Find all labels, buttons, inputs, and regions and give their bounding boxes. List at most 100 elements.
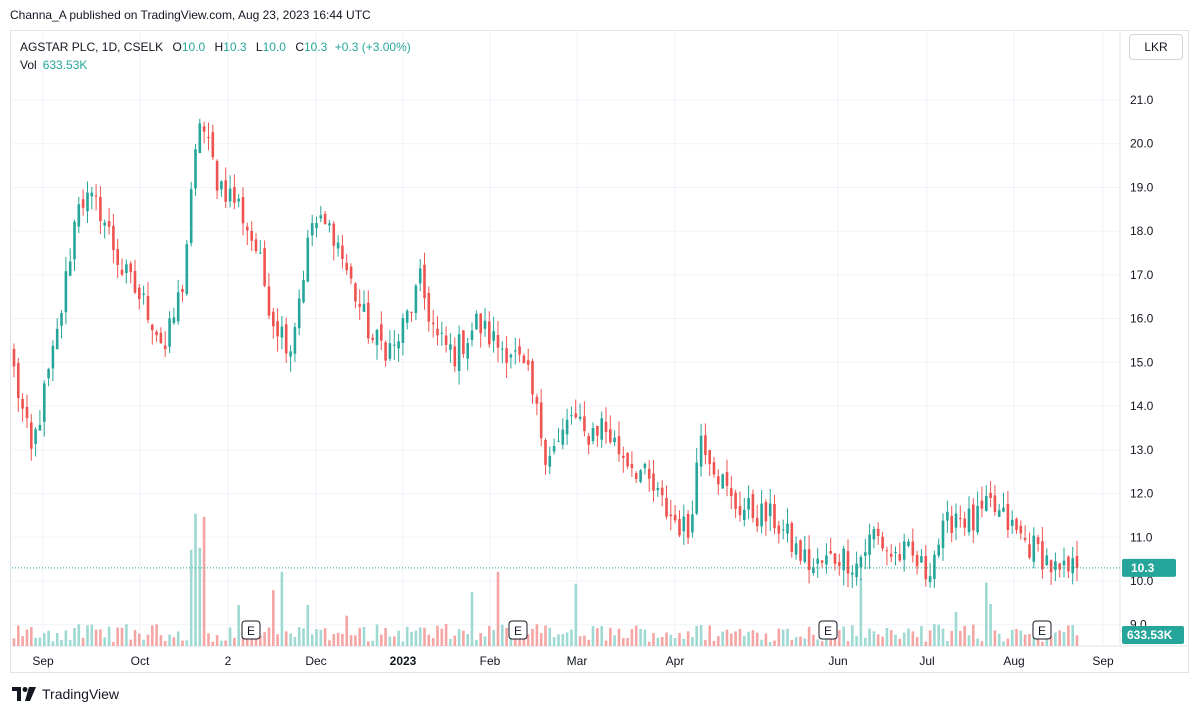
candle-body[interactable] (902, 541, 906, 560)
candle-body[interactable] (596, 426, 599, 436)
candle-body[interactable] (112, 225, 115, 251)
candle-body[interactable] (1032, 535, 1036, 562)
candle-body[interactable] (773, 504, 776, 529)
candle-body[interactable] (604, 421, 608, 432)
candle-body[interactable] (332, 223, 336, 246)
candle-body[interactable] (60, 313, 63, 326)
candle-body[interactable] (345, 262, 348, 271)
candle-body[interactable] (362, 303, 366, 312)
candle-body[interactable] (647, 468, 651, 479)
candle-body[interactable] (531, 360, 534, 395)
candle-body[interactable] (155, 331, 158, 336)
candle-body[interactable] (829, 551, 832, 554)
candle-body[interactable] (907, 541, 910, 546)
candle-body[interactable] (660, 487, 664, 496)
candle-body[interactable] (457, 334, 461, 371)
candle-body[interactable] (90, 192, 94, 197)
candle-body[interactable] (630, 464, 634, 469)
candle-body[interactable] (142, 293, 145, 295)
candle-body[interactable] (781, 529, 785, 531)
candle-body[interactable] (414, 285, 418, 313)
candle-body[interactable] (181, 289, 184, 293)
candle-body[interactable] (851, 572, 854, 575)
candle-body[interactable] (410, 311, 413, 313)
candle-body[interactable] (548, 455, 552, 467)
candle-body[interactable] (194, 149, 197, 189)
candle-body[interactable] (522, 355, 526, 364)
candle-body[interactable] (241, 197, 245, 224)
candle-body[interactable] (1015, 518, 1018, 530)
candle-body[interactable] (1023, 537, 1027, 540)
candle-body[interactable] (937, 544, 940, 556)
candle-body[interactable] (721, 474, 724, 489)
candle-body[interactable] (306, 237, 310, 282)
candle-body[interactable] (1067, 556, 1070, 572)
candle-body[interactable] (985, 496, 988, 511)
candle-body[interactable] (397, 341, 400, 349)
candle-body[interactable] (946, 511, 949, 521)
candle-body[interactable] (483, 320, 487, 329)
candle-body[interactable] (310, 223, 314, 236)
candle-body[interactable] (915, 555, 919, 567)
candle-body[interactable] (444, 335, 448, 345)
candle-body[interactable] (17, 363, 20, 398)
candle-body[interactable] (842, 548, 845, 571)
chart-pane[interactable] (10, 30, 1189, 673)
candle-body[interactable] (99, 196, 102, 222)
candle-body[interactable] (120, 269, 124, 275)
candle-body[interactable] (820, 560, 824, 563)
candle-body[interactable] (129, 263, 132, 273)
earnings-marker[interactable]: E (508, 620, 528, 640)
candle-body[interactable] (989, 492, 992, 498)
candle-body[interactable] (86, 192, 89, 212)
candle-body[interactable] (816, 558, 819, 564)
candle-body[interactable] (220, 181, 223, 190)
currency-button[interactable]: LKR (1129, 34, 1183, 60)
candle-body[interactable] (176, 292, 180, 322)
candle-body[interactable] (807, 549, 811, 570)
candle-body[interactable] (997, 510, 1001, 517)
candle-body[interactable] (859, 557, 863, 568)
candle-body[interactable] (25, 407, 29, 419)
symbol-name[interactable]: AGSTAR PLC, 1D, CSELK (20, 40, 164, 54)
candle-body[interactable] (233, 187, 236, 203)
candle-body[interactable] (172, 317, 176, 323)
candle-body[interactable] (760, 503, 763, 527)
candle-body[interactable] (959, 518, 962, 519)
candle-body[interactable] (950, 515, 953, 533)
candle-body[interactable] (941, 520, 945, 549)
candle-body[interactable] (535, 396, 539, 404)
candle-body[interactable] (634, 473, 638, 479)
candle-body[interactable] (384, 342, 387, 361)
candle-body[interactable] (933, 554, 936, 580)
candle-body[interactable] (583, 416, 586, 432)
candle-body[interactable] (855, 563, 858, 578)
candle-body[interactable] (254, 239, 258, 252)
candle-body[interactable] (73, 221, 76, 260)
candle-body[interactable] (738, 506, 742, 516)
candle-body[interactable] (349, 266, 353, 279)
candle-body[interactable] (125, 264, 128, 273)
candle-body[interactable] (911, 541, 915, 556)
candle-body[interactable] (81, 199, 85, 208)
candle-body[interactable] (289, 351, 292, 357)
candle-body[interactable] (30, 422, 33, 449)
candle-body[interactable] (284, 324, 288, 354)
candle-body[interactable] (440, 332, 444, 334)
candle-body[interactable] (207, 137, 210, 138)
candle-body[interactable] (768, 503, 772, 517)
candle-body[interactable] (449, 344, 452, 350)
candle-body[interactable] (328, 223, 331, 226)
candle-body[interactable] (47, 369, 50, 379)
candle-body[interactable] (237, 198, 240, 202)
candle-body[interactable] (764, 502, 768, 522)
candle-body[interactable] (375, 329, 379, 346)
candle-body[interactable] (323, 214, 327, 225)
candle-body[interactable] (864, 552, 867, 556)
footer-brand[interactable]: TradingView (12, 686, 119, 702)
candle-body[interactable] (34, 429, 37, 444)
candle-body[interactable] (1019, 525, 1023, 534)
candle-body[interactable] (302, 280, 305, 303)
candle-body[interactable] (678, 519, 681, 536)
candle-body[interactable] (691, 514, 694, 533)
